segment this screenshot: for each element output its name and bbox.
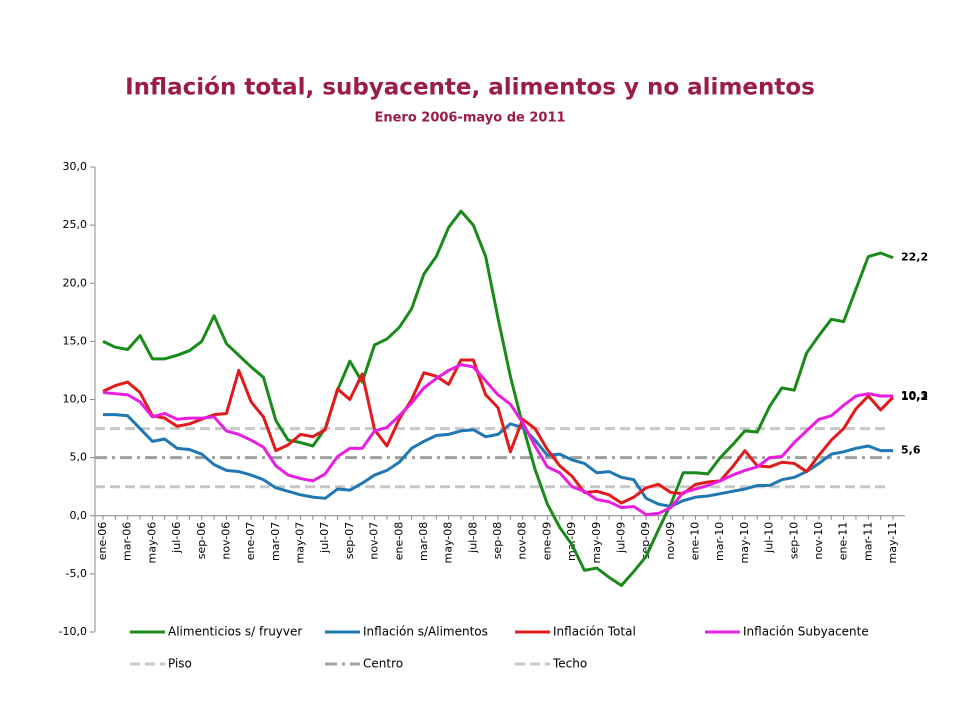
x-tick-label: jul-10 <box>763 522 776 554</box>
x-tick-label: sep-08 <box>491 522 504 559</box>
x-tick-label: may-09 <box>590 522 603 564</box>
x-tick-label: may-08 <box>442 522 455 564</box>
y-tick-label: 10,0 <box>63 393 88 406</box>
x-tick-label: may-06 <box>145 522 158 564</box>
x-tick-label: ene-10 <box>689 522 702 560</box>
x-tick-label: nov-07 <box>368 522 381 560</box>
y-tick-label: 20,0 <box>63 276 88 289</box>
x-tick-label: may-07 <box>294 522 307 564</box>
legend-label: Piso <box>168 657 192 671</box>
y-tick-label: 30,0 <box>63 160 88 173</box>
x-tick-label: ene-06 <box>96 522 109 560</box>
x-tick-label: sep-10 <box>787 522 800 559</box>
x-tick-label: jul-06 <box>170 522 183 554</box>
x-tick-label: jul-08 <box>466 522 479 554</box>
x-tick-label: nov-10 <box>812 522 825 560</box>
x-tick-label: may-10 <box>738 522 751 564</box>
series-line <box>102 209 894 587</box>
legend-label: Inflación Subyacente <box>743 625 869 639</box>
value-label: 22,2 <box>901 251 928 264</box>
x-tick-label: may-11 <box>886 522 899 564</box>
legend-label: Inflación Total <box>553 625 636 639</box>
x-tick-label: nov-09 <box>664 522 677 560</box>
series-line <box>102 363 893 517</box>
x-tick-label: sep-06 <box>195 522 208 559</box>
x-tick-label: sep-07 <box>343 522 356 559</box>
y-tick-label: -5,0 <box>66 567 87 580</box>
x-tick-label: sep-09 <box>639 522 652 559</box>
x-tick-label: mar-07 <box>269 522 282 561</box>
x-tick-label: ene-09 <box>540 522 553 560</box>
y-tick-label: 15,0 <box>63 334 88 347</box>
x-tick-label: nov-06 <box>219 522 232 560</box>
x-tick-label: mar-08 <box>417 522 430 561</box>
series-line <box>103 413 893 508</box>
series-line <box>102 358 895 505</box>
y-tick-label: 5,0 <box>70 451 88 464</box>
chart-title: Inflación total, subyacente, alimentos y… <box>125 75 815 101</box>
legend-label: Inflación s/Alimentos <box>363 625 488 639</box>
value-label: 10,2 <box>901 390 928 403</box>
x-tick-label: jul-07 <box>318 522 331 554</box>
x-tick-label: mar-06 <box>121 522 134 561</box>
x-tick-label: mar-10 <box>713 522 726 561</box>
value-label: 5,6 <box>901 444 921 457</box>
value-label: 10,3 <box>901 389 928 402</box>
x-tick-label: ene-11 <box>837 522 850 560</box>
x-tick-label: mar-11 <box>861 522 874 561</box>
legend-label: Alimenticios s/ fruyver <box>168 625 302 639</box>
y-tick-label: 0,0 <box>70 509 88 522</box>
x-tick-label: ene-07 <box>244 522 257 560</box>
x-tick-label: ene-08 <box>392 522 405 560</box>
chart-subtitle: Enero 2006-mayo de 2011 <box>374 111 565 126</box>
legend-label: Centro <box>363 657 403 671</box>
x-tick-label: jul-09 <box>614 522 627 554</box>
x-tick-label: nov-08 <box>516 522 529 560</box>
y-tick-label: 25,0 <box>63 218 88 231</box>
y-tick-label: -10,0 <box>59 625 87 638</box>
legend-label: Techo <box>552 657 587 671</box>
